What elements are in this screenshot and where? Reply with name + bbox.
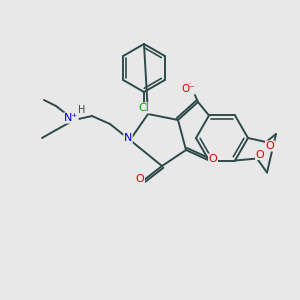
Text: O⁻: O⁻ [181, 84, 195, 94]
Text: O: O [208, 154, 217, 164]
Text: H: H [78, 105, 86, 115]
Text: N⁺: N⁺ [64, 113, 78, 123]
Text: N: N [124, 133, 132, 143]
Text: Cl: Cl [139, 103, 149, 113]
Text: O: O [266, 141, 274, 151]
Text: O: O [136, 174, 144, 184]
Text: O: O [256, 149, 264, 160]
